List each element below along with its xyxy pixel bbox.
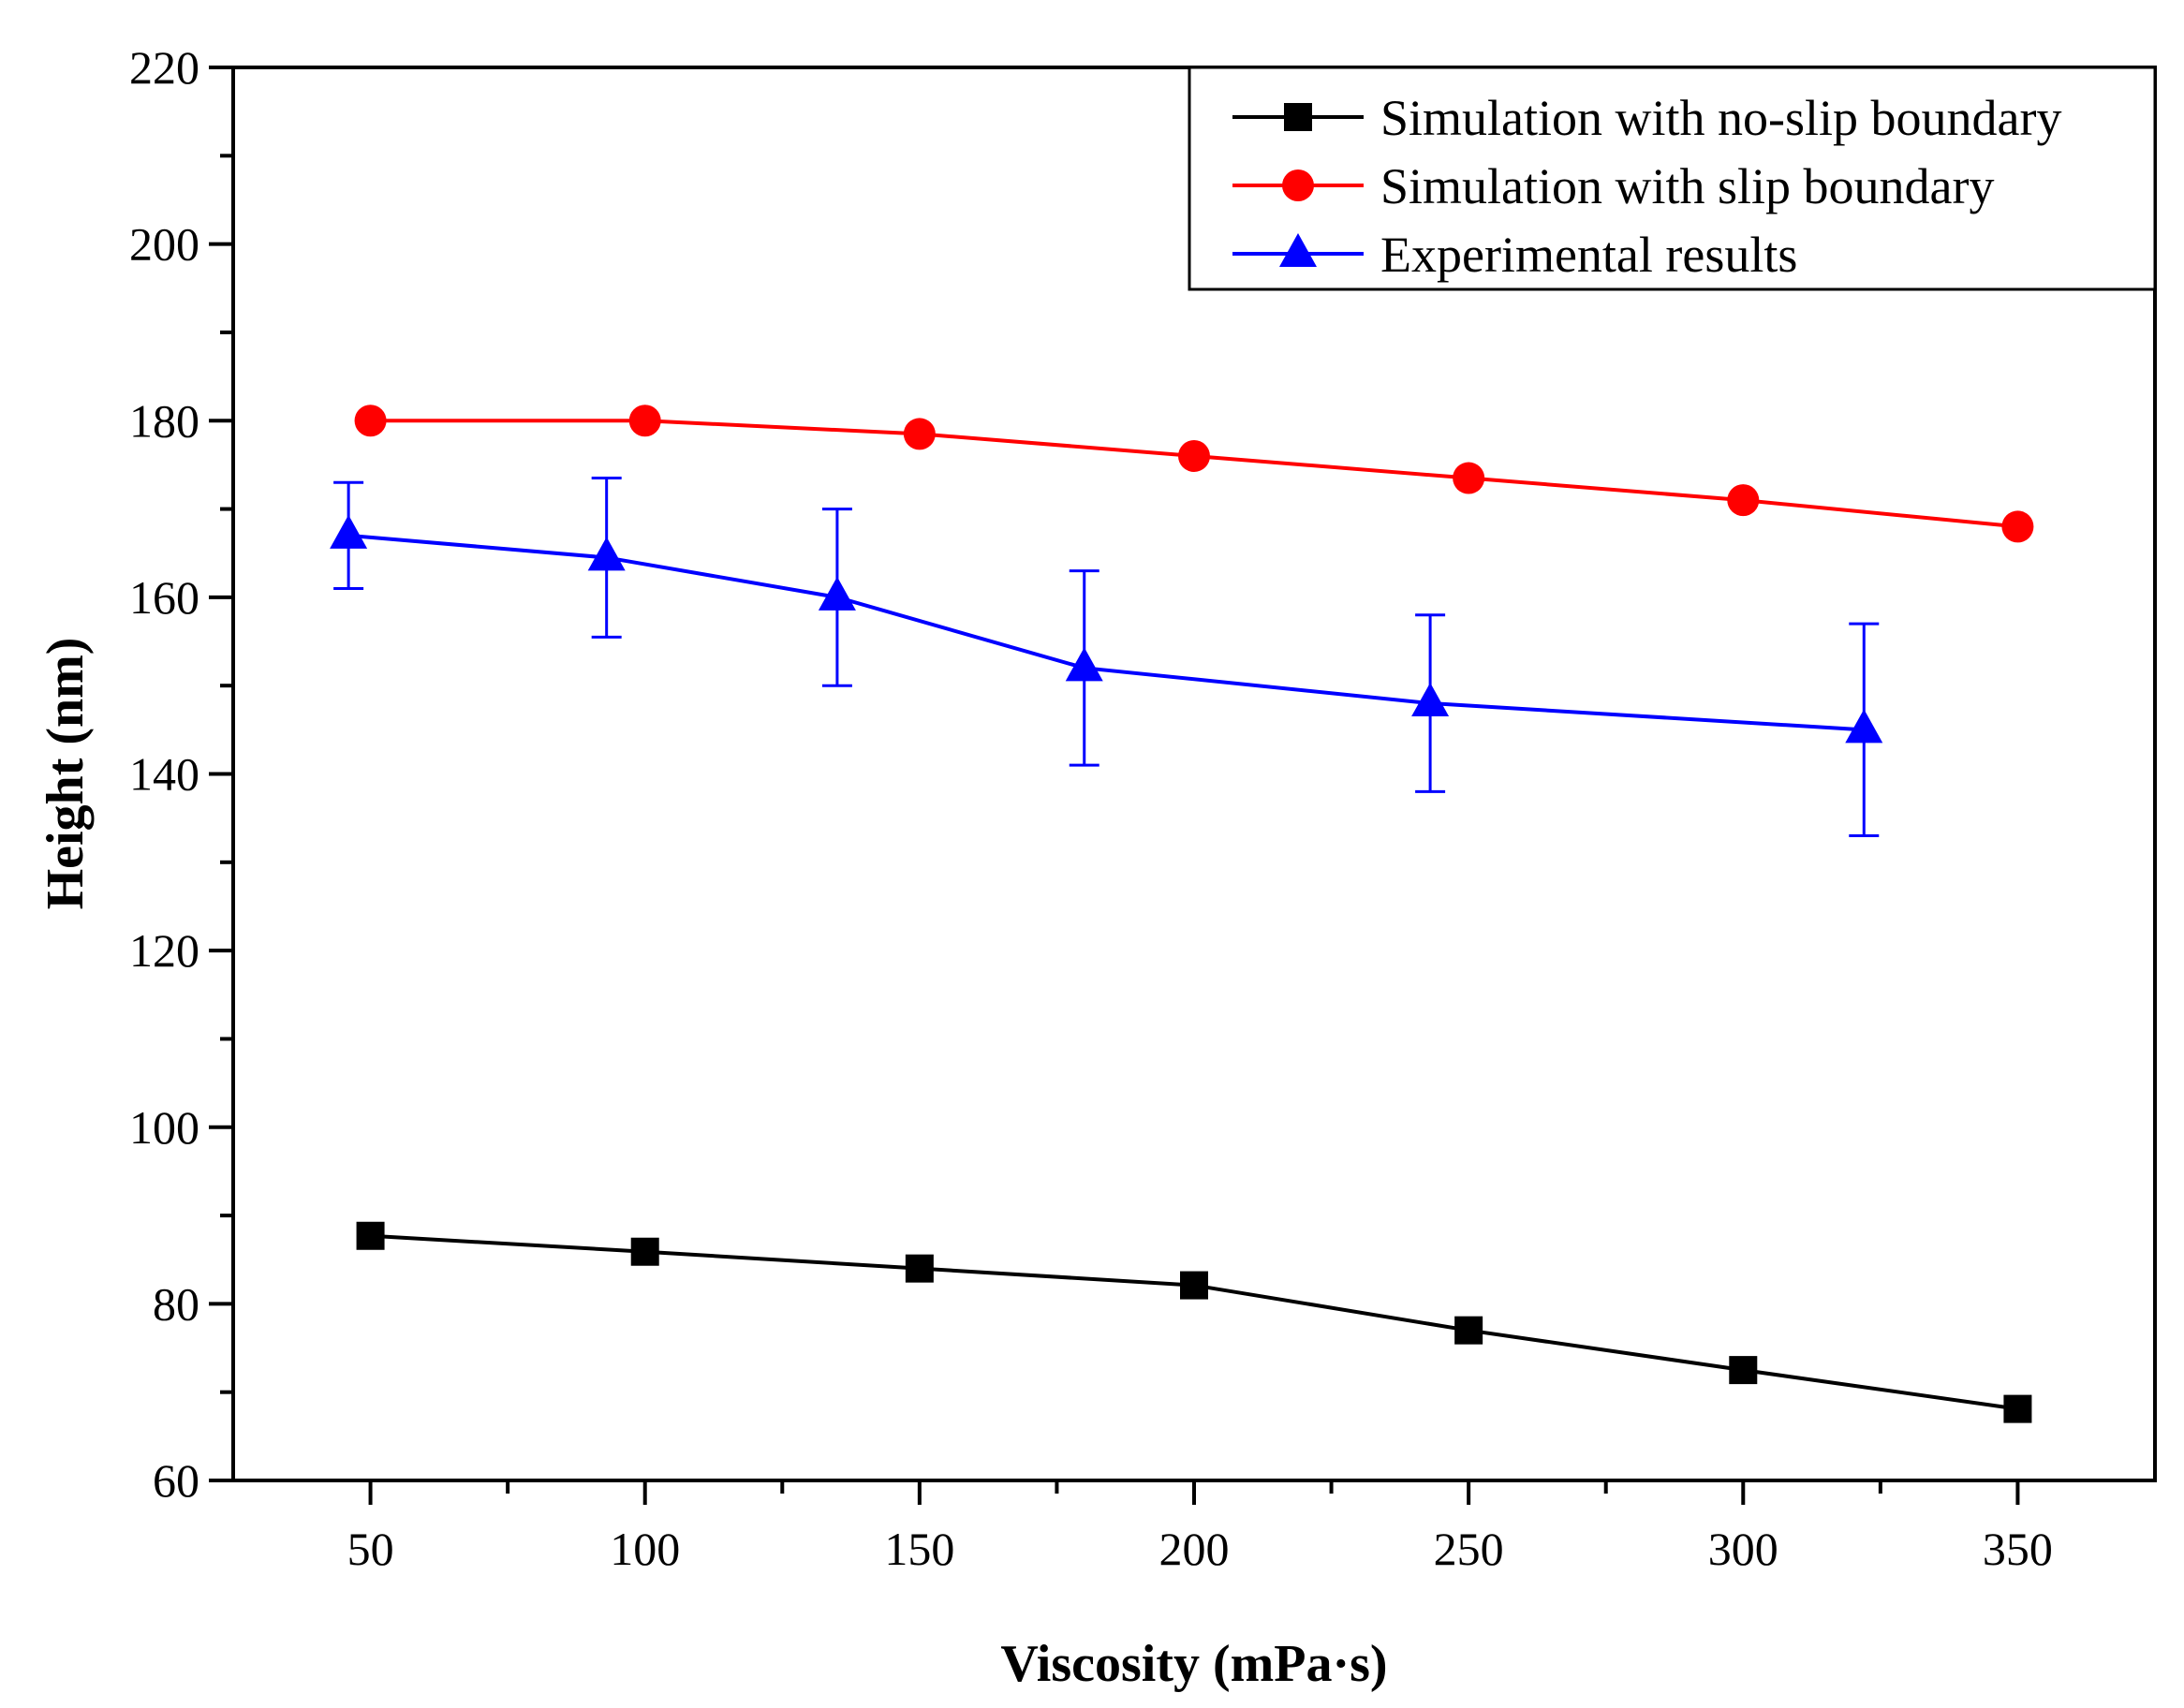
legend-label: Simulation with no-slip boundary [1380, 90, 2061, 146]
data-point [630, 1237, 659, 1266]
data-point [330, 514, 368, 549]
x-tick-label: 100 [610, 1523, 680, 1575]
data-point [1065, 647, 1103, 682]
y-tick-label: 220 [129, 41, 199, 94]
series-line [370, 419, 2018, 529]
legend: Simulation with no-slip boundary Simulati… [1188, 66, 2157, 291]
series-2 [354, 405, 2034, 543]
data-point [1180, 1271, 1208, 1300]
series-3 [330, 477, 1883, 838]
y-tick-label: 140 [129, 748, 199, 801]
data-point [1411, 683, 1450, 717]
y-tick-label: 180 [129, 394, 199, 447]
data-point [1178, 439, 1210, 472]
y-axis: 60 80 100 120 140 160 180 200 220 [129, 41, 233, 1507]
x-tick-label: 300 [1708, 1523, 1778, 1575]
data-point [356, 1221, 385, 1250]
data-point [1727, 484, 1760, 517]
x-tick-label: 150 [884, 1523, 954, 1575]
y-tick-label: 120 [129, 924, 199, 977]
data-point [2001, 510, 2034, 543]
legend-item: Simulation with slip boundary [1232, 158, 1995, 214]
x-axis-title: Viscosity (mPa·s) [1000, 1635, 1387, 1693]
x-axis: 50 100 150 200 250 300 350 [347, 1480, 2053, 1575]
series-layer [330, 405, 2034, 1423]
x-tick-label: 350 [1983, 1523, 2053, 1575]
data-point [587, 537, 626, 571]
y-tick-label: 80 [153, 1277, 199, 1330]
data-point [905, 1254, 934, 1283]
legend-marker [1282, 169, 1314, 201]
legend-label: Experimental results [1380, 227, 1797, 283]
series-1 [356, 1221, 2032, 1423]
y-tick-label: 160 [129, 571, 199, 624]
data-point [1453, 462, 1485, 494]
y-tick-label: 100 [129, 1101, 199, 1154]
data-point [903, 418, 936, 450]
legend-item: Experimental results [1232, 227, 1797, 283]
x-tick-label: 50 [347, 1523, 394, 1575]
data-point [1729, 1356, 1758, 1385]
data-point [354, 405, 387, 437]
x-tick-label: 200 [1159, 1523, 1230, 1575]
data-point [2003, 1394, 2032, 1423]
legend-marker [1284, 103, 1312, 131]
data-point [1845, 709, 1883, 744]
legend-label: Simulation with slip boundary [1380, 158, 1995, 214]
x-tick-label: 250 [1434, 1523, 1504, 1575]
series-line [347, 533, 1865, 732]
y-tick-label: 60 [153, 1454, 199, 1507]
legend-marker [1279, 233, 1317, 267]
y-axis-title: Height (nm) [37, 638, 95, 910]
y-tick-label: 200 [129, 218, 199, 271]
data-point [628, 405, 661, 437]
series-line [370, 1233, 2018, 1411]
legend-item: Simulation with no-slip boundary [1232, 90, 2061, 146]
data-point [1454, 1316, 1483, 1345]
data-point [818, 576, 856, 611]
